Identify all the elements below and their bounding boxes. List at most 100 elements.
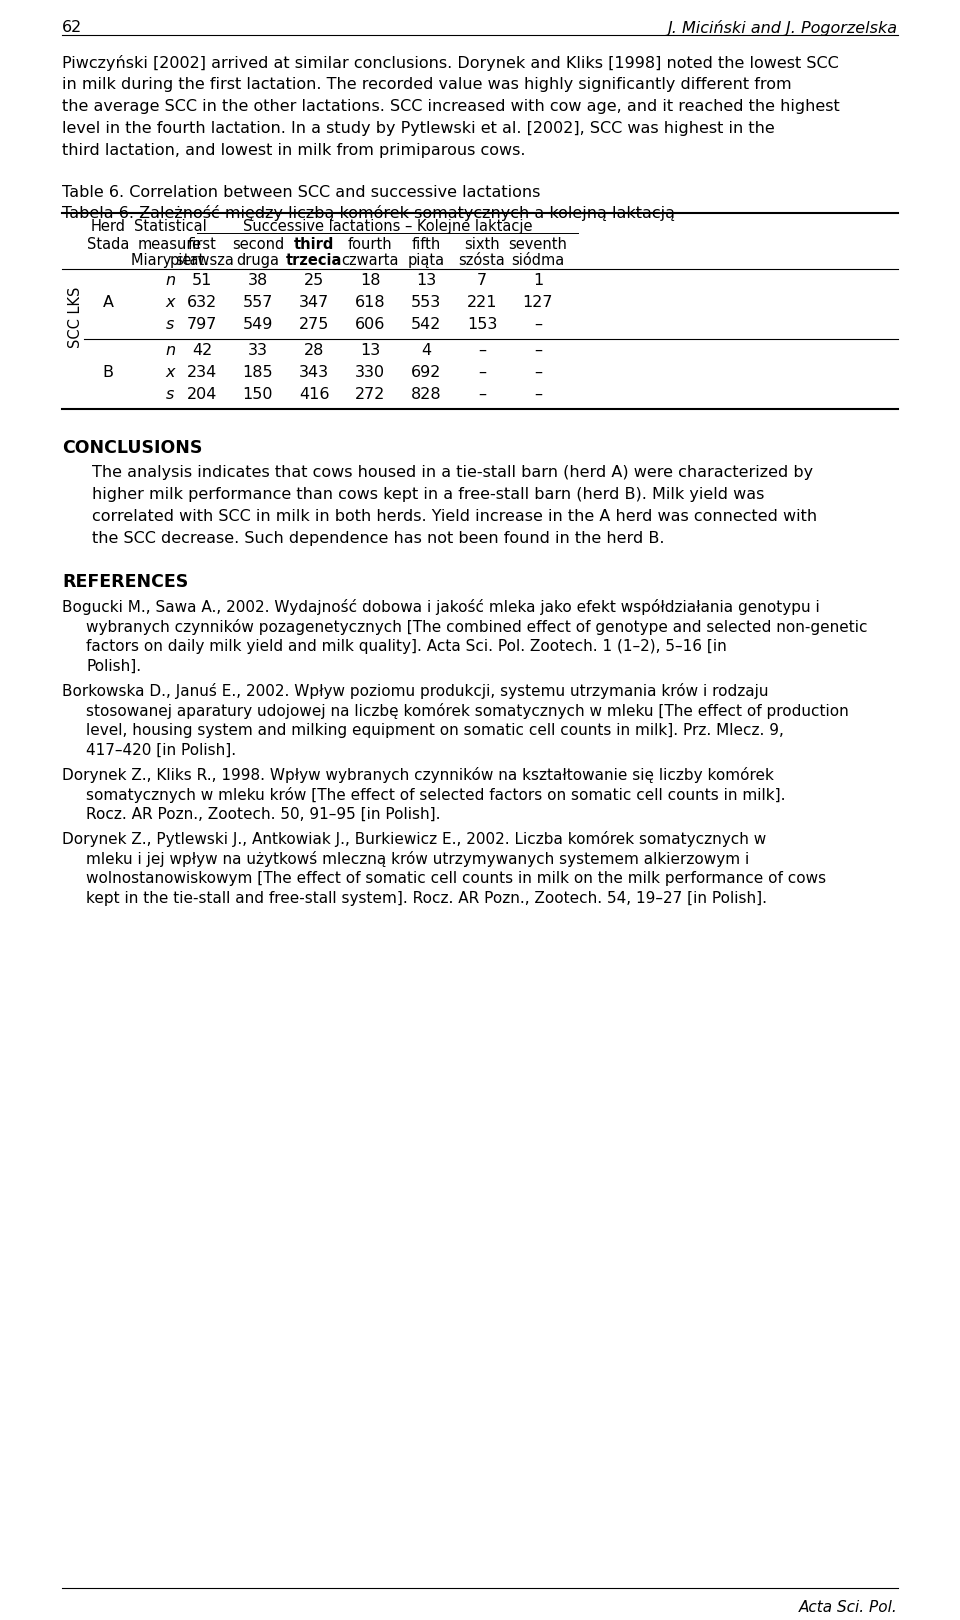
- Text: 618: 618: [354, 295, 385, 309]
- Text: pierwsza: pierwsza: [170, 253, 234, 267]
- Text: –: –: [534, 364, 542, 381]
- Text: 150: 150: [243, 387, 274, 402]
- Text: measure: measure: [138, 237, 202, 253]
- Text: Miary stat.: Miary stat.: [131, 253, 209, 267]
- Text: Piwczyński [2002] arrived at similar conclusions. Dorynek and Kliks [1998] noted: Piwczyński [2002] arrived at similar con…: [62, 55, 839, 71]
- Text: somatycznych w mleku krów [The effect of selected factors on somatic cell counts: somatycznych w mleku krów [The effect of…: [86, 787, 785, 804]
- Text: 28: 28: [303, 343, 324, 358]
- Text: 828: 828: [411, 387, 442, 402]
- Text: J. Miciński and J. Pogorzelska: J. Miciński and J. Pogorzelska: [668, 19, 898, 36]
- Text: Rocz. AR Pozn., Zootech. 50, 91–95 [in Polish].: Rocz. AR Pozn., Zootech. 50, 91–95 [in P…: [86, 807, 441, 821]
- Text: –: –: [478, 364, 486, 381]
- Text: sixth: sixth: [465, 237, 500, 253]
- Text: 272: 272: [355, 387, 385, 402]
- Text: 347: 347: [299, 295, 329, 309]
- Text: 275: 275: [299, 318, 329, 332]
- Text: 25: 25: [304, 274, 324, 288]
- Text: Statistical: Statistical: [133, 219, 206, 233]
- Text: 38: 38: [248, 274, 268, 288]
- Text: correlated with SCC in milk in both herds. Yield increase in the A herd was conn: correlated with SCC in milk in both herd…: [92, 509, 817, 523]
- Text: trzecia: trzecia: [286, 253, 342, 267]
- Text: fourth: fourth: [348, 237, 393, 253]
- Text: 153: 153: [467, 318, 497, 332]
- Text: Stada: Stada: [86, 237, 130, 253]
- Text: Acta Sci. Pol.: Acta Sci. Pol.: [800, 1601, 898, 1615]
- Text: SCC LKS: SCC LKS: [68, 287, 84, 348]
- Text: higher milk performance than cows kept in a free-stall barn (herd B). Milk yield: higher milk performance than cows kept i…: [92, 488, 764, 502]
- Text: 542: 542: [411, 318, 442, 332]
- Text: wybranych czynników pozagenetycznych [The combined effect of genotype and select: wybranych czynników pozagenetycznych [Th…: [86, 619, 868, 635]
- Text: seventh: seventh: [509, 237, 567, 253]
- Text: Tabela 6. Zależność między liczbą komórek somatycznych a kolejną laktacją: Tabela 6. Zależność między liczbą komóre…: [62, 206, 675, 220]
- Text: third lactation, and lowest in milk from primiparous cows.: third lactation, and lowest in milk from…: [62, 143, 525, 159]
- Text: –: –: [478, 343, 486, 358]
- Text: The analysis indicates that cows housed in a tie-stall barn (herd A) were charac: The analysis indicates that cows housed …: [92, 465, 813, 480]
- Text: CONCLUSIONS: CONCLUSIONS: [62, 439, 203, 457]
- Text: 13: 13: [416, 274, 436, 288]
- Text: wolnostanowiskowym [The effect of somatic cell counts in milk on the milk perfor: wolnostanowiskowym [The effect of somati…: [86, 872, 827, 886]
- Text: level, housing system and milking equipment on somatic cell counts in milk]. Prz: level, housing system and milking equipm…: [86, 723, 784, 739]
- Text: A: A: [103, 295, 113, 309]
- Text: n: n: [165, 274, 175, 288]
- Text: 343: 343: [299, 364, 329, 381]
- Text: 632: 632: [187, 295, 217, 309]
- Text: the average SCC in the other lactations. SCC increased with cow age, and it reac: the average SCC in the other lactations.…: [62, 99, 840, 113]
- Text: Borkowska D., Januś E., 2002. Wpływ poziomu produkcji, systemu utrzymania krów i: Borkowska D., Januś E., 2002. Wpływ pozi…: [62, 684, 769, 698]
- Text: Table 6. Correlation between SCC and successive lactations: Table 6. Correlation between SCC and suc…: [62, 185, 540, 199]
- Text: piąta: piąta: [407, 253, 444, 267]
- Text: kept in the tie-stall and free-stall system]. Rocz. AR Pozn., Zootech. 54, 19–27: kept in the tie-stall and free-stall sys…: [86, 891, 767, 906]
- Text: –: –: [534, 387, 542, 402]
- Text: 185: 185: [243, 364, 274, 381]
- Text: Herd: Herd: [90, 219, 126, 233]
- Text: 18: 18: [360, 274, 380, 288]
- Text: 606: 606: [355, 318, 385, 332]
- Text: x: x: [165, 295, 175, 309]
- Text: stosowanej aparatury udojowej na liczbę komórek somatycznych w mleku [The effect: stosowanej aparatury udojowej na liczbę …: [86, 703, 849, 719]
- Text: –: –: [478, 387, 486, 402]
- Text: 1: 1: [533, 274, 543, 288]
- Text: n: n: [165, 343, 175, 358]
- Text: czwarta: czwarta: [341, 253, 398, 267]
- Text: in milk during the first lactation. The recorded value was highly significantly : in milk during the first lactation. The …: [62, 78, 792, 92]
- Text: REFERENCES: REFERENCES: [62, 573, 188, 591]
- Text: level in the fourth lactation. In a study by Pytlewski et al. [2002], SCC was hi: level in the fourth lactation. In a stud…: [62, 122, 775, 136]
- Text: Bogucki M., Sawa A., 2002. Wydajność dobowa i jakość mleka jako efekt współdział: Bogucki M., Sawa A., 2002. Wydajność dob…: [62, 599, 820, 616]
- Text: 42: 42: [192, 343, 212, 358]
- Text: 797: 797: [187, 318, 217, 332]
- Text: siódma: siódma: [512, 253, 564, 267]
- Text: B: B: [103, 364, 113, 381]
- Text: 7: 7: [477, 274, 487, 288]
- Text: first: first: [187, 237, 216, 253]
- Text: 204: 204: [187, 387, 217, 402]
- Text: 330: 330: [355, 364, 385, 381]
- Text: factors on daily milk yield and milk quality]. Acta Sci. Pol. Zootech. 1 (1–2), : factors on daily milk yield and milk qua…: [86, 638, 727, 654]
- Text: mleku i jej wpływ na użytkowś mleczną krów utrzymywanych systemem alkierzowym i: mleku i jej wpływ na użytkowś mleczną kr…: [86, 850, 749, 867]
- Text: s: s: [166, 387, 174, 402]
- Text: 417–420 [in Polish].: 417–420 [in Polish].: [86, 744, 236, 758]
- Text: 234: 234: [187, 364, 217, 381]
- Text: Dorynek Z., Pytlewski J., Antkowiak J., Burkiewicz E., 2002. Liczba komórek soma: Dorynek Z., Pytlewski J., Antkowiak J., …: [62, 831, 766, 847]
- Text: 416: 416: [299, 387, 329, 402]
- Text: x: x: [165, 364, 175, 381]
- Text: 692: 692: [411, 364, 442, 381]
- Text: 221: 221: [467, 295, 497, 309]
- Text: 4: 4: [420, 343, 431, 358]
- Text: third: third: [294, 237, 334, 253]
- Text: second: second: [232, 237, 284, 253]
- Text: the SCC decrease. Such dependence has not been found in the herd B.: the SCC decrease. Such dependence has no…: [92, 531, 664, 546]
- Text: –: –: [534, 318, 542, 332]
- Text: 557: 557: [243, 295, 274, 309]
- Text: fifth: fifth: [412, 237, 441, 253]
- Text: 13: 13: [360, 343, 380, 358]
- Text: s: s: [166, 318, 174, 332]
- Text: szósta: szósta: [459, 253, 505, 267]
- Text: 553: 553: [411, 295, 442, 309]
- Text: 33: 33: [248, 343, 268, 358]
- Text: –: –: [534, 343, 542, 358]
- Text: 51: 51: [192, 274, 212, 288]
- Text: 127: 127: [523, 295, 553, 309]
- Text: Successive lactations – Kolejne laktacje: Successive lactations – Kolejne laktacje: [243, 219, 532, 233]
- Text: 62: 62: [62, 19, 83, 36]
- Text: druga: druga: [236, 253, 279, 267]
- Text: 549: 549: [243, 318, 274, 332]
